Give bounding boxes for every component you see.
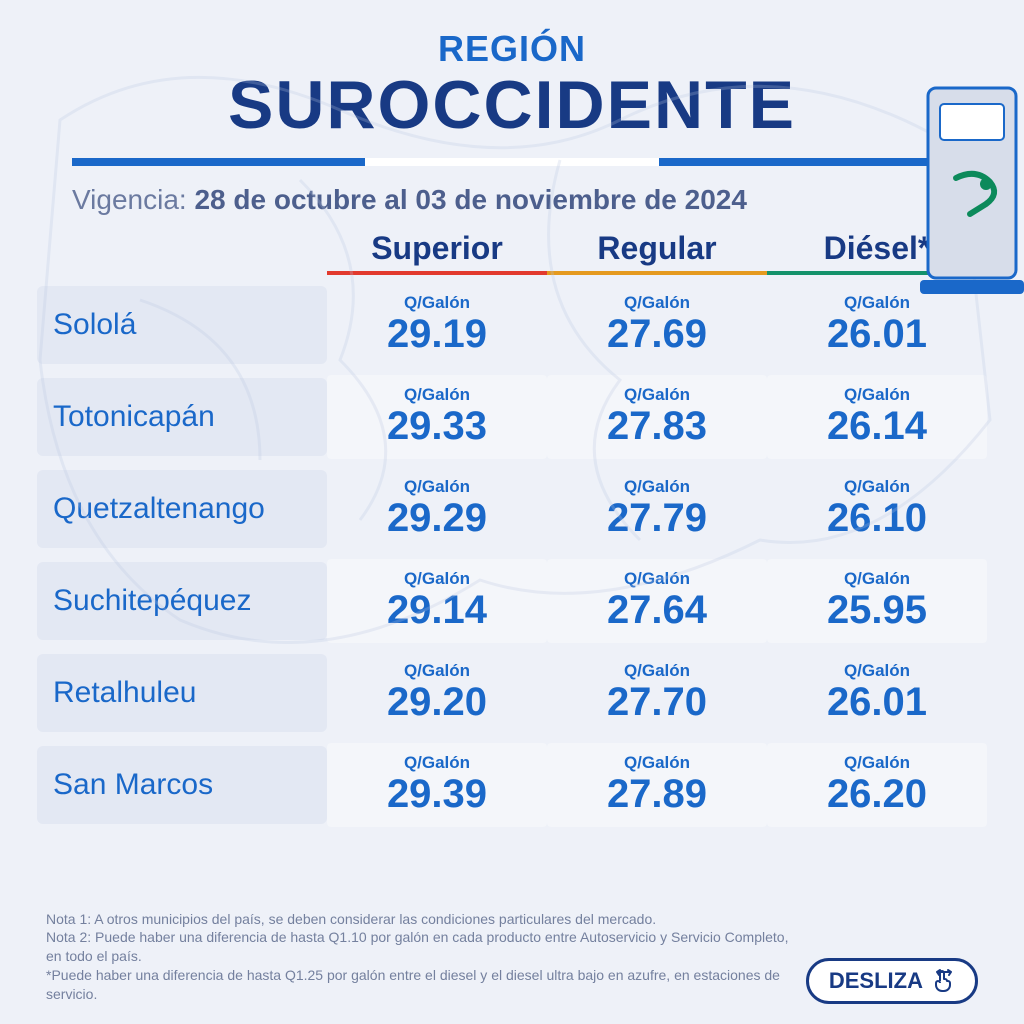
price-cell: Q/Galón29.33	[327, 375, 547, 459]
gas-pump-illustration	[912, 78, 1024, 298]
validity-prefix: Vigencia:	[72, 184, 194, 215]
department-label: Totonicapán	[37, 378, 327, 456]
price-value: 27.83	[547, 405, 767, 447]
department-label: Quetzaltenango	[37, 470, 327, 548]
price-cell: Q/Galón29.14	[327, 559, 547, 643]
price-cell: Q/Galón27.79	[547, 467, 767, 551]
divider-rule	[72, 158, 952, 166]
price-cell: Q/Galón26.01	[767, 651, 987, 735]
unit-label: Q/Galón	[547, 293, 767, 313]
unit-label: Q/Galón	[767, 569, 987, 589]
table-row: RetalhuleuQ/Galón29.20Q/Galón27.70Q/Galó…	[37, 651, 987, 735]
price-value: 26.20	[767, 773, 987, 815]
region-label: REGIÓN	[0, 28, 1024, 70]
unit-label: Q/Galón	[327, 477, 547, 497]
price-value: 26.10	[767, 497, 987, 539]
validity-line: Vigencia: 28 de octubre al 03 de noviemb…	[72, 184, 952, 216]
price-value: 25.95	[767, 589, 987, 631]
price-value: 29.33	[327, 405, 547, 447]
swipe-cta[interactable]: DESLIZA	[806, 958, 978, 1004]
price-cell: Q/Galón27.69	[547, 283, 767, 367]
footnote-line: *Puede haber una diferencia de hasta Q1.…	[46, 966, 806, 1004]
price-value: 29.39	[327, 773, 547, 815]
unit-label: Q/Galón	[547, 753, 767, 773]
price-value: 27.64	[547, 589, 767, 631]
price-table: SuperiorRegularDiésel* SololáQ/Galón29.1…	[37, 230, 987, 827]
table-row: SuchitepéquezQ/Galón29.14Q/Galón27.64Q/G…	[37, 559, 987, 643]
unit-label: Q/Galón	[327, 661, 547, 681]
price-cell: Q/Galón27.70	[547, 651, 767, 735]
price-cell: Q/Galón26.14	[767, 375, 987, 459]
unit-label: Q/Galón	[547, 661, 767, 681]
department-label: Suchitepéquez	[37, 562, 327, 640]
unit-label: Q/Galón	[547, 385, 767, 405]
region-name: SUROCCIDENTE	[0, 66, 1024, 144]
price-cell: Q/Galón25.95	[767, 559, 987, 643]
table-row: TotonicapánQ/Galón29.33Q/Galón27.83Q/Gal…	[37, 375, 987, 459]
table-row: QuetzaltenangoQ/Galón29.29Q/Galón27.79Q/…	[37, 467, 987, 551]
validity-range: 28 de octubre al 03 de noviembre de 2024	[194, 184, 746, 215]
price-cell: Q/Galón26.10	[767, 467, 987, 551]
price-cell: Q/Galón27.89	[547, 743, 767, 827]
price-value: 26.01	[767, 681, 987, 723]
unit-label: Q/Galón	[767, 753, 987, 773]
department-label: Sololá	[37, 286, 327, 364]
price-cell: Q/Galón29.20	[327, 651, 547, 735]
price-cell: Q/Galón29.39	[327, 743, 547, 827]
price-value: 26.14	[767, 405, 987, 447]
price-value: 26.01	[767, 313, 987, 355]
department-label: Retalhuleu	[37, 654, 327, 732]
unit-label: Q/Galón	[327, 385, 547, 405]
unit-label: Q/Galón	[767, 661, 987, 681]
column-header-0: Superior	[327, 230, 547, 275]
price-cell: Q/Galón27.83	[547, 375, 767, 459]
price-value: 29.19	[327, 313, 547, 355]
unit-label: Q/Galón	[327, 293, 547, 313]
footer: Nota 1: A otros municipios del país, se …	[46, 910, 978, 1004]
unit-label: Q/Galón	[767, 385, 987, 405]
table-row: SololáQ/Galón29.19Q/Galón27.69Q/Galón26.…	[37, 283, 987, 367]
price-cell: Q/Galón29.29	[327, 467, 547, 551]
price-value: 27.79	[547, 497, 767, 539]
unit-label: Q/Galón	[767, 477, 987, 497]
swipe-label: DESLIZA	[829, 968, 923, 994]
header: REGIÓN SUROCCIDENTE	[0, 0, 1024, 144]
price-cell: Q/Galón27.64	[547, 559, 767, 643]
column-headers: SuperiorRegularDiésel*	[37, 230, 987, 275]
price-cell: Q/Galón29.19	[327, 283, 547, 367]
department-label: San Marcos	[37, 746, 327, 824]
unit-label: Q/Galón	[327, 753, 547, 773]
unit-label: Q/Galón	[327, 569, 547, 589]
header-spacer	[37, 230, 327, 275]
price-cell: Q/Galón26.20	[767, 743, 987, 827]
price-value: 27.70	[547, 681, 767, 723]
footnote-line: Nota 2: Puede haber una diferencia de ha…	[46, 928, 806, 966]
unit-label: Q/Galón	[547, 477, 767, 497]
price-value: 29.14	[327, 589, 547, 631]
price-value: 27.89	[547, 773, 767, 815]
table-row: San MarcosQ/Galón29.39Q/Galón27.89Q/Galó…	[37, 743, 987, 827]
price-value: 29.29	[327, 497, 547, 539]
footnotes: Nota 1: A otros municipios del país, se …	[46, 910, 806, 1004]
unit-label: Q/Galón	[547, 569, 767, 589]
footnote-line: Nota 1: A otros municipios del país, se …	[46, 910, 806, 929]
price-value: 27.69	[547, 313, 767, 355]
column-header-1: Regular	[547, 230, 767, 275]
price-value: 29.20	[327, 681, 547, 723]
swipe-hand-icon	[931, 967, 959, 995]
